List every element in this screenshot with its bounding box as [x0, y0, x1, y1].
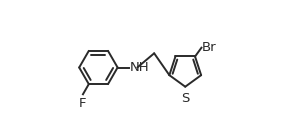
Text: F: F	[78, 97, 86, 110]
Text: Br: Br	[202, 41, 217, 54]
Text: S: S	[181, 92, 190, 105]
Text: NH: NH	[130, 61, 150, 74]
